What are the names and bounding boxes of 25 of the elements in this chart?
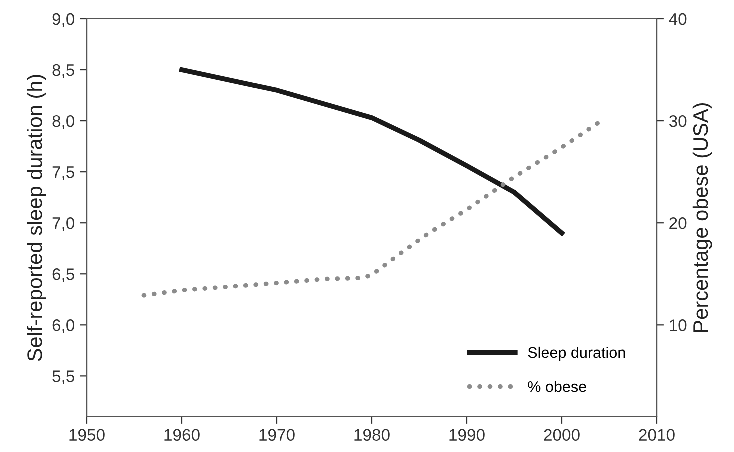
line-series	[180, 68, 564, 236]
y2-tick-label: 10	[670, 320, 687, 332]
y-tick-label: 8,0	[52, 115, 75, 130]
y-tick-label: 6,5	[52, 268, 74, 282]
x-tick-label: 2010	[639, 429, 675, 442]
line-series	[142, 120, 602, 298]
y-tick-label: 8,5	[52, 64, 74, 78]
y-axis-title: Self-reported sleep duration (h)	[27, 75, 46, 362]
x-tick-label: 1980	[354, 429, 390, 442]
y-tick-label: 7,5	[52, 166, 74, 180]
y2-axis-title: Percentage obese (USA)	[692, 103, 712, 332]
x-tick-label: 1990	[450, 429, 485, 442]
x-tick-label: 1960	[164, 429, 200, 442]
y2-tick-label: 30	[669, 115, 687, 128]
x-tick-label: 1970	[260, 429, 295, 442]
legend-label: Sleep duration	[528, 346, 626, 362]
y-tick-label: 6,0	[52, 320, 75, 334]
y-tick-label: 7,0	[52, 218, 75, 232]
y2-tick-label: 40	[669, 13, 687, 26]
legend-label: % obese	[528, 381, 586, 392]
y-tick-label: 9,0	[52, 13, 75, 28]
x-tick-label: 2000	[544, 429, 580, 442]
y-tick-label: 5,5	[52, 370, 74, 384]
y2-tick-label: 20	[670, 218, 687, 230]
x-tick-label: 1950	[70, 429, 105, 442]
